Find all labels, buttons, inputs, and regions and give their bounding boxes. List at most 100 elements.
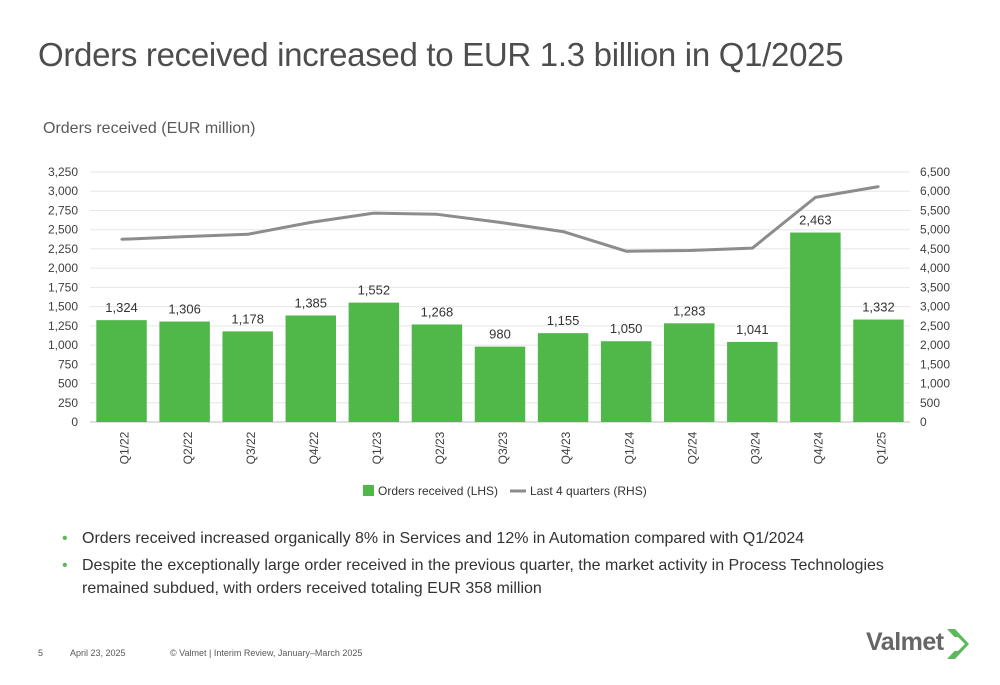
logo-text: Valmet	[866, 628, 944, 656]
bar-Q2-24	[664, 323, 715, 422]
legend-bar-swatch	[363, 485, 374, 496]
bar-Q1-23	[348, 302, 400, 422]
y-left-tick-label: 500	[58, 377, 78, 391]
bar-Q3-23	[474, 346, 526, 422]
x-tick-label: Q3/24	[748, 431, 762, 464]
data-label: 980	[489, 327, 511, 342]
data-labels: 1,324 1,306 1,178 1,385 1,552 1,268 980 1,155 1,…	[105, 213, 894, 342]
orders-chart: 1,324 1,306 1,178 1,385 1,552 1,268 980 1,155 1,…	[48, 165, 950, 498]
line-point	[372, 211, 376, 215]
bar-Q1-25	[853, 319, 904, 422]
y-left-tick-label: 250	[58, 396, 78, 410]
y-right-tick-label: 2,000	[920, 338, 950, 352]
bullet-text: Orders received increased organically 8%…	[82, 530, 805, 547]
legend-line-label: Last 4 quarters (RHS)	[530, 484, 647, 498]
y-right-tick-label: 0	[920, 415, 927, 429]
y-right-tick-label: 6,000	[920, 184, 950, 198]
bullet-item: • Despite the exceptionally large order …	[62, 554, 942, 600]
y-left-tick-label: 2,250	[48, 242, 78, 256]
bar-Q3-24	[727, 341, 778, 422]
line-point	[624, 250, 628, 253]
y-left-tick-label: 2,000	[48, 261, 78, 275]
y-right-tick-label: 3,500	[920, 280, 950, 294]
line-series	[120, 185, 880, 253]
line-point	[688, 249, 691, 252]
y-right-tick-label: 4,500	[920, 242, 950, 256]
x-tick-label: Q2/23	[433, 431, 447, 464]
y-left-tick-label: 750	[58, 357, 78, 371]
data-label: 1,385	[294, 295, 327, 310]
data-label: 1,306	[168, 302, 201, 317]
y-left-tick-label: 2,750	[48, 203, 78, 217]
data-label: 1,283	[673, 303, 706, 318]
line-point	[814, 196, 817, 199]
line-last-4-quarters	[121, 185, 879, 253]
line-point	[561, 230, 565, 233]
x-tick-label: Q3/22	[244, 431, 258, 464]
chart-title: Orders received (EUR million)	[43, 120, 256, 137]
data-label: 1,332	[862, 300, 895, 315]
y-left-tick-label: 2,500	[48, 223, 78, 237]
line-point	[498, 221, 502, 224]
bullet-list: • Orders received increased organically …	[62, 527, 942, 604]
y-left-tick-label: 1,750	[48, 280, 78, 294]
x-tick-label: Q4/24	[812, 431, 826, 464]
data-label: 1,552	[358, 283, 391, 298]
bullet-text: Despite the exceptionally large order re…	[82, 557, 884, 597]
bar-Q1-22	[96, 320, 147, 422]
x-axis: Q1/22 Q2/22 Q3/22 Q4/22 Q1/23 Q2/23 Q3/23 Q4/23…	[118, 431, 889, 464]
page-number: 5	[38, 648, 44, 658]
data-label: 1,268	[421, 304, 454, 319]
bullet-dot-icon: •	[62, 557, 68, 574]
line-point	[877, 185, 880, 188]
y-left-tick-label: 1,500	[48, 300, 78, 314]
x-tick-label: Q3/23	[496, 431, 510, 464]
x-tick-label: Q4/22	[307, 431, 321, 464]
data-label: 1,178	[231, 311, 264, 326]
y-left-tick-label: 3,250	[48, 165, 78, 179]
x-tick-label: Q1/25	[875, 431, 889, 464]
legend-bar-label: Orders received (LHS)	[378, 484, 498, 498]
data-label: 1,155	[547, 313, 580, 328]
y-axis-left: 0 250 500 750 1,000 1,250 1,500 1,750 2,000 2,250…	[48, 165, 78, 429]
line-point	[751, 246, 754, 250]
x-tick-label: Q4/23	[559, 431, 573, 464]
line-point	[435, 213, 439, 216]
y-right-tick-label: 500	[920, 396, 940, 410]
bar-Q4-22	[285, 315, 336, 422]
y-right-tick-label: 1,500	[920, 357, 950, 371]
line-point	[183, 235, 186, 238]
y-right-tick-label: 2,500	[920, 319, 950, 333]
valmet-logo: Valmet	[866, 625, 976, 665]
y-right-tick-label: 1,000	[920, 377, 950, 391]
y-right-tick-label: 5,500	[920, 203, 950, 217]
y-left-tick-label: 3,000	[48, 184, 78, 198]
bullet-item: • Orders received increased organically …	[62, 527, 942, 550]
bar-Q2-22	[159, 321, 210, 422]
bar-Q4-24	[790, 232, 841, 422]
line-point	[246, 233, 249, 236]
line-point	[120, 238, 123, 241]
bar-Q4-23	[537, 333, 589, 422]
page-title: Orders received increased to EUR 1.3 bil…	[38, 36, 844, 73]
legend: Orders received (LHS) Last 4 quarters (R…	[363, 484, 647, 498]
y-right-tick-label: 3,000	[920, 300, 950, 314]
line-point	[309, 221, 312, 224]
x-tick-label: Q1/23	[370, 431, 384, 464]
y-left-tick-label: 0	[71, 415, 78, 429]
x-tick-label: Q1/22	[118, 431, 132, 464]
y-axis-right: 0 500 1,000 1,500 2,000 2,500 3,000 3,500 4,000 4…	[920, 165, 950, 429]
y-right-tick-label: 6,500	[920, 165, 950, 179]
y-left-tick-label: 1,250	[48, 319, 78, 333]
y-right-tick-label: 4,000	[920, 261, 950, 275]
x-tick-label: Q2/24	[685, 431, 699, 464]
footer-date: April 23, 2025	[70, 648, 126, 658]
valmet-chevron-icon	[947, 629, 969, 659]
data-label: 1,050	[610, 321, 643, 336]
data-label: 2,463	[799, 213, 832, 228]
y-right-tick-label: 5,000	[920, 223, 950, 237]
bullet-dot-icon: •	[62, 530, 68, 547]
bar-Q2-23	[411, 324, 463, 422]
x-tick-label: Q2/22	[181, 431, 195, 464]
x-tick-label: Q1/24	[622, 431, 636, 464]
